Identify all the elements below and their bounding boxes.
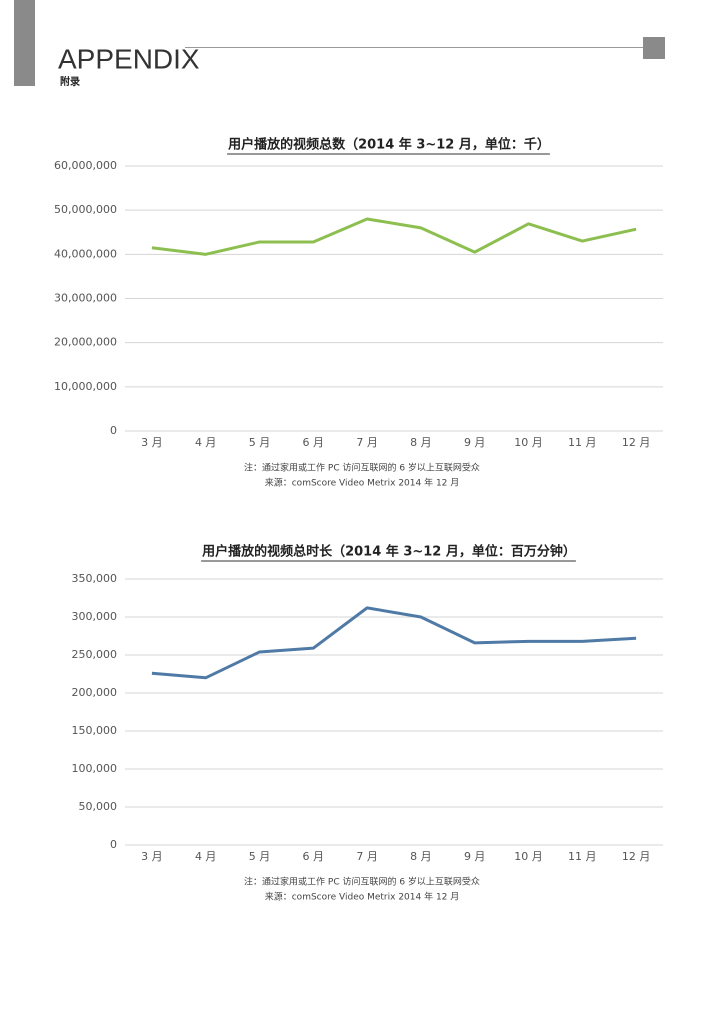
chart-source: 来源：comScore Video Metrix 2014 年 12 月 bbox=[265, 891, 460, 903]
side-bar bbox=[14, 0, 35, 86]
chart-note: 注：通过家用或工作 PC 访问互联网的 6 岁以上互联网受众 bbox=[244, 462, 480, 474]
chart-source: 来源：comScore Video Metrix 2014 年 12 月 bbox=[265, 477, 460, 489]
x-tick-label: 12 月 bbox=[622, 436, 651, 449]
x-tick-label: 9 月 bbox=[464, 850, 486, 863]
y-tick-label: 50,000,000 bbox=[54, 203, 117, 216]
chart-title: 用户播放的视频总数（2014 年 3~12 月，单位：千） bbox=[227, 137, 550, 153]
x-tick-label: 4 月 bbox=[195, 850, 217, 863]
x-tick-label: 11 月 bbox=[568, 850, 597, 863]
x-tick-label: 11 月 bbox=[568, 436, 597, 449]
y-tick-label: 0 bbox=[110, 424, 117, 437]
y-tick-label: 40,000,000 bbox=[54, 247, 117, 260]
x-tick-label: 5 月 bbox=[249, 850, 271, 863]
x-tick-label: 4 月 bbox=[195, 436, 217, 449]
x-tick-label: 12 月 bbox=[622, 850, 651, 863]
header-square bbox=[643, 37, 665, 59]
header-title: APPENDIX bbox=[58, 43, 200, 74]
y-tick-label: 20,000,000 bbox=[54, 336, 117, 349]
x-tick-label: 7 月 bbox=[356, 850, 378, 863]
y-tick-label: 10,000,000 bbox=[54, 380, 117, 393]
x-tick-label: 3 月 bbox=[141, 436, 163, 449]
y-tick-label: 30,000,000 bbox=[54, 292, 117, 305]
y-tick-label: 250,000 bbox=[72, 648, 118, 661]
chart-note: 注：通过家用或工作 PC 访问互联网的 6 岁以上互联网受众 bbox=[244, 876, 480, 888]
x-tick-label: 3 月 bbox=[141, 850, 163, 863]
x-tick-label: 10 月 bbox=[514, 850, 543, 863]
y-tick-label: 60,000,000 bbox=[54, 159, 117, 172]
y-tick-label: 50,000 bbox=[79, 800, 118, 813]
x-tick-label: 7 月 bbox=[356, 436, 378, 449]
data-line bbox=[151, 217, 637, 256]
y-tick-label: 300,000 bbox=[72, 610, 118, 623]
chart-title: 用户播放的视频总时长（2014 年 3~12 月，单位：百万分钟） bbox=[201, 544, 576, 560]
x-tick-label: 6 月 bbox=[303, 850, 325, 863]
x-tick-label: 6 月 bbox=[303, 436, 325, 449]
x-tick-label: 9 月 bbox=[464, 436, 486, 449]
data-line bbox=[151, 606, 637, 680]
y-tick-label: 150,000 bbox=[72, 724, 118, 737]
header-subtitle: 附录 bbox=[60, 75, 80, 88]
x-tick-label: 5 月 bbox=[249, 436, 271, 449]
x-tick-label: 8 月 bbox=[410, 850, 432, 863]
y-tick-label: 0 bbox=[110, 838, 117, 851]
y-tick-label: 100,000 bbox=[72, 762, 118, 775]
y-tick-label: 350,000 bbox=[72, 572, 118, 585]
x-tick-label: 10 月 bbox=[514, 436, 543, 449]
x-tick-label: 8 月 bbox=[410, 436, 432, 449]
y-tick-label: 200,000 bbox=[72, 686, 118, 699]
